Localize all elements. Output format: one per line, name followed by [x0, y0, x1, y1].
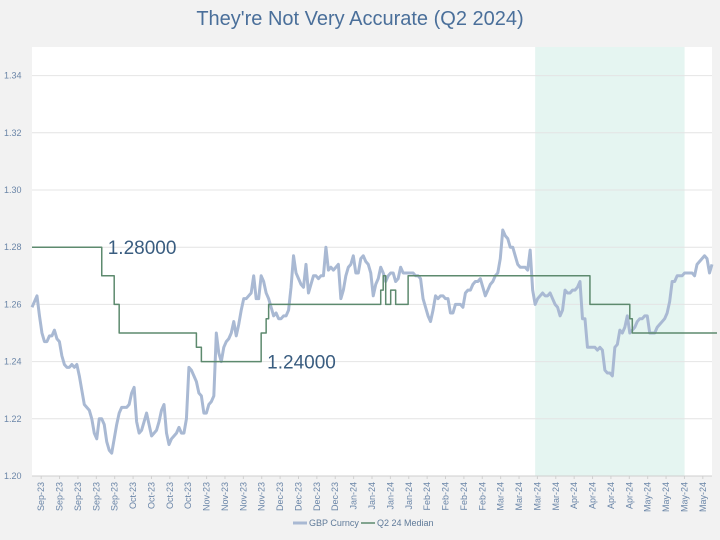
x-tick-label: Sep-23 [36, 482, 46, 511]
x-tick-label: Apr-24 [624, 482, 634, 509]
y-tick-label: 1.32 [4, 128, 22, 138]
x-tick-label: Dec-23 [293, 482, 303, 511]
series-line-gbp-curncy [30, 228, 714, 455]
x-tick-label: Jan-24 [404, 482, 414, 510]
x-tick-label: Dec-23 [330, 482, 340, 511]
annotation-label: 1.28000 [108, 238, 177, 259]
y-tick-label: 1.34 [4, 71, 22, 81]
x-tick-label: Nov-23 [257, 482, 267, 511]
x-tick-label: Dec-23 [312, 482, 322, 511]
x-tick-label: Mar-24 [551, 482, 561, 511]
x-tick-label: Feb-24 [459, 482, 469, 511]
x-tick-label: May-24 [661, 482, 671, 512]
x-tick-label: Nov-23 [220, 482, 230, 511]
x-tick-label: Feb-24 [441, 482, 451, 511]
x-tick-label: Oct-23 [128, 482, 138, 509]
y-tick-label: 1.24 [4, 357, 22, 367]
y-tick-label: 1.20 [4, 471, 22, 481]
shaded-region [535, 47, 685, 476]
x-tick-label: Apr-24 [606, 482, 616, 509]
x-tick-label: Dec-23 [275, 482, 285, 511]
x-tick-label: Mar-24 [532, 482, 542, 511]
x-tick-label: May-24 [679, 482, 689, 512]
x-tick-label: Sep-23 [110, 482, 120, 511]
x-tick-label: Jan-24 [367, 482, 377, 510]
x-tick-label: Feb-24 [422, 482, 432, 511]
y-tick-label: 1.30 [4, 185, 22, 195]
y-tick-label: 1.22 [4, 414, 22, 424]
x-tick-label: Mar-24 [496, 482, 506, 511]
chart-title: They're Not Very Accurate (Q2 2024) [196, 8, 524, 30]
x-tick-label: Jan-24 [349, 482, 359, 510]
x-tick-label: Sep-23 [73, 482, 83, 511]
x-tick-label: Mar-24 [514, 482, 524, 511]
legend-label: GBP Curncy [309, 518, 359, 528]
x-tick-label: Nov-23 [238, 482, 248, 511]
x-tick-label: Oct-23 [146, 482, 156, 509]
x-tick-label: May-24 [698, 482, 708, 512]
legend-label: Q2 24 Median [377, 518, 434, 528]
x-tick-label: Sep-23 [91, 482, 101, 511]
x-tick-label: Jan-24 [385, 482, 395, 510]
x-tick-label: Sep-23 [55, 482, 65, 511]
x-tick-label: Apr-24 [569, 482, 579, 509]
x-tick-label: Oct-23 [165, 482, 175, 509]
series-line-q2-24-median [32, 246, 717, 363]
annotation-label: 1.24000 [267, 353, 336, 374]
y-tick-label: 1.28 [4, 242, 22, 252]
x-tick-label: May-24 [643, 482, 653, 512]
x-tick-label: Oct-23 [183, 482, 193, 509]
x-tick-label: Nov-23 [202, 482, 212, 511]
x-tick-label: Feb-24 [477, 482, 487, 511]
x-tick-label: Apr-24 [588, 482, 598, 509]
y-tick-label: 1.26 [4, 299, 22, 309]
